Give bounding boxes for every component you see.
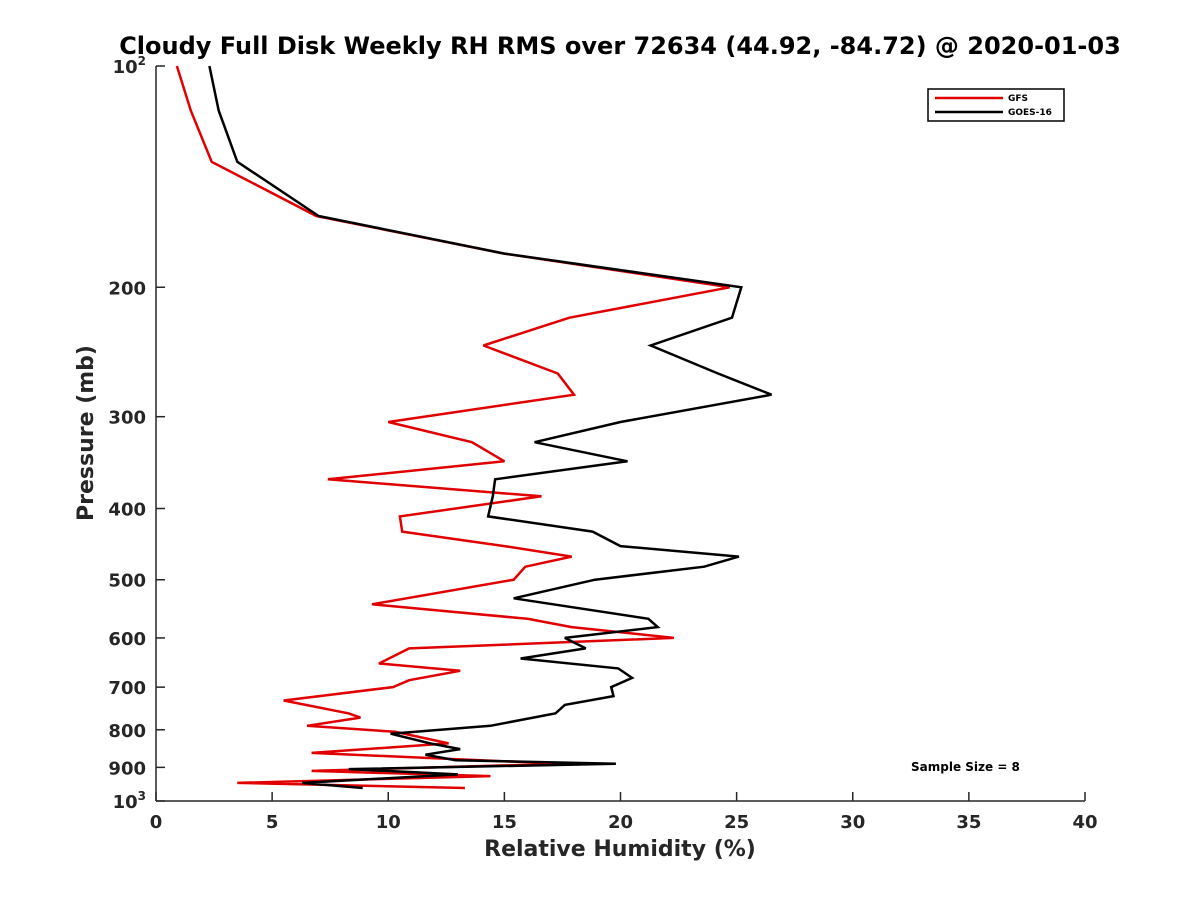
legend: GFS GOES-16 xyxy=(927,88,1065,122)
legend-label-goes16: GOES-16 xyxy=(1008,108,1052,118)
y-tick-label: 900 xyxy=(108,758,146,779)
y-axis-label: Pressure (mb) xyxy=(74,345,99,521)
x-tick-label: 15 xyxy=(492,812,517,833)
x-tick-label: 0 xyxy=(150,812,163,833)
chart-title: Cloudy Full Disk Weekly RH RMS over 7263… xyxy=(119,32,1121,60)
x-axis-ticks: 0 5 10 15 20 25 30 35 40 xyxy=(150,792,1098,833)
x-axis-label: Relative Humidity (%) xyxy=(484,837,756,862)
x-tick-label: 25 xyxy=(724,812,749,833)
y-tick-label: 800 xyxy=(108,721,146,742)
x-tick-label: 30 xyxy=(840,812,865,833)
y-tick-label: 600 xyxy=(108,629,146,650)
y-tick-base: 10 xyxy=(113,792,138,813)
y-tick-label: 102 xyxy=(113,54,146,78)
x-tick-label: 20 xyxy=(608,812,633,833)
y-tick-exponent: 2 xyxy=(138,54,146,68)
y-tick-base: 10 xyxy=(113,57,138,78)
series-layer xyxy=(175,65,772,790)
y-tick-label: 500 xyxy=(108,571,146,592)
y-tick-label: 700 xyxy=(108,678,146,699)
series-line-goes16 xyxy=(208,65,772,790)
y-tick-label: 400 xyxy=(108,500,146,521)
sample-size-annotation: Sample Size = 8 xyxy=(911,760,1020,774)
x-tick-label: 5 xyxy=(266,812,279,833)
legend-label-gfs: GFS xyxy=(1008,94,1028,104)
x-tick-label: 10 xyxy=(376,812,401,833)
y-tick-label: 300 xyxy=(108,408,146,429)
plot-frame xyxy=(155,66,1085,802)
y-tick-label: 103 xyxy=(113,789,146,813)
y-tick-exponent: 3 xyxy=(138,789,146,803)
series-line-gfs xyxy=(175,65,730,790)
legend-box xyxy=(927,88,1065,122)
x-tick-label: 35 xyxy=(956,812,981,833)
y-tick-label: 200 xyxy=(108,278,146,299)
x-tick-label: 40 xyxy=(1072,812,1097,833)
